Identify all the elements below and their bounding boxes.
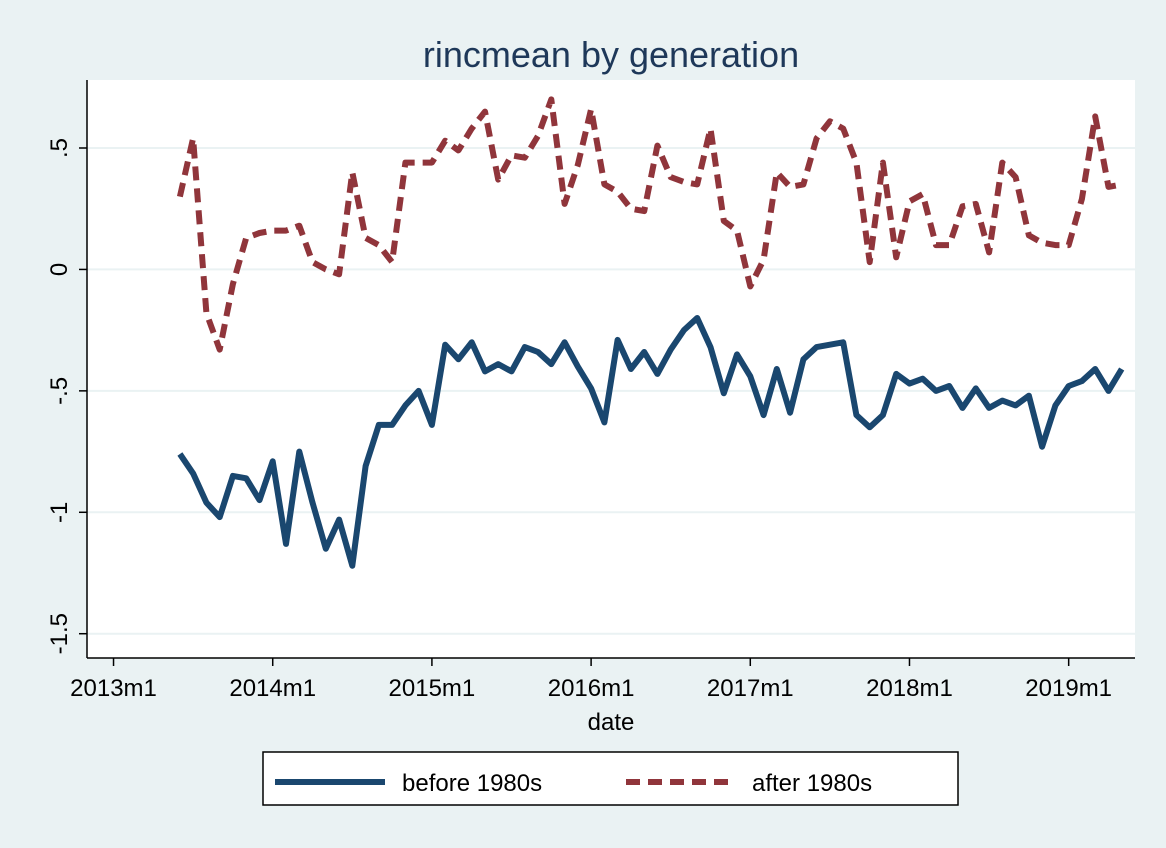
y-tick-label: .5	[46, 138, 73, 158]
x-axis-label: date	[588, 709, 635, 736]
x-tick-label: 2018m1	[866, 675, 953, 702]
legend-label-after-1980s: after 1980s	[752, 770, 872, 797]
x-ticks: 2013m1 2014m1 2015m1 2016m1 2017m1 2018m1 2019…	[70, 658, 1112, 702]
x-tick-label: 2019m1	[1025, 675, 1112, 702]
series-line-before-1980s	[177, 315, 1125, 569]
y-tick-label: -1.5	[46, 613, 73, 654]
x-tick-label: 2014m1	[229, 675, 316, 702]
series-layer	[176, 96, 1125, 569]
x-tick-label: 2015m1	[389, 675, 476, 702]
x-tick-label: 2013m1	[70, 675, 157, 702]
x-tick-label: 2017m1	[707, 675, 794, 702]
y-ticks: -1.5 -1 -.5 0 .5	[46, 138, 87, 654]
y-tick-label: -1	[46, 502, 73, 523]
legend-box	[262, 751, 959, 806]
y-tick-label: 0	[46, 263, 73, 276]
chart-title: rincmean by generation	[423, 34, 799, 75]
series-line-after-1980s	[176, 96, 1123, 353]
legend-label-before-1980s: before 1980s	[402, 770, 542, 797]
x-tick-label: 2016m1	[548, 675, 635, 702]
y-tick-label: -.5	[46, 377, 73, 405]
